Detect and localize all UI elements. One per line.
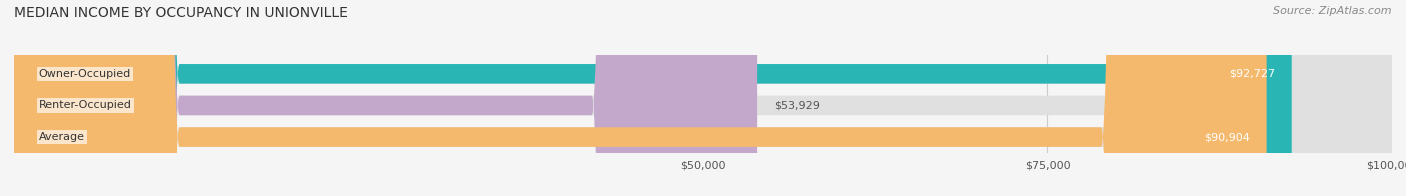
FancyBboxPatch shape [14,0,1392,196]
Text: Average: Average [39,132,84,142]
Text: $90,904: $90,904 [1204,132,1250,142]
Text: MEDIAN INCOME BY OCCUPANCY IN UNIONVILLE: MEDIAN INCOME BY OCCUPANCY IN UNIONVILLE [14,6,347,20]
Text: Renter-Occupied: Renter-Occupied [39,101,132,111]
FancyBboxPatch shape [14,0,758,196]
FancyBboxPatch shape [14,0,1392,196]
FancyBboxPatch shape [14,0,1267,196]
Text: $53,929: $53,929 [773,101,820,111]
FancyBboxPatch shape [14,0,1292,196]
Text: Owner-Occupied: Owner-Occupied [39,69,131,79]
Text: Source: ZipAtlas.com: Source: ZipAtlas.com [1274,6,1392,16]
Text: $92,727: $92,727 [1229,69,1275,79]
FancyBboxPatch shape [14,0,1392,196]
